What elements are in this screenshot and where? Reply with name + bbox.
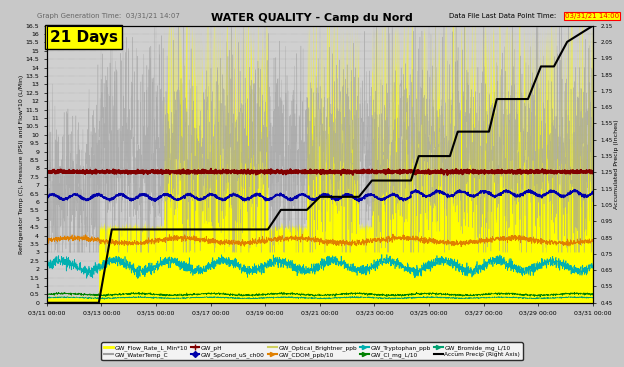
Legend: GW_Flow_Rate_L_Min*10, GW_WaterTemp_C, GW_pH, GW_SpCond_uS_ch00, GW_Optical_Brig: GW_Flow_Rate_L_Min*10, GW_WaterTemp_C, G… [102,342,522,360]
Text: Data File Last Data Point Time:: Data File Last Data Point Time: [449,13,557,19]
Y-axis label: Accumulated Precip (Inches): Accumulated Precip (Inches) [614,119,619,209]
Text: 03/31/21 14:00: 03/31/21 14:00 [565,13,619,19]
Text: WATER QUALITY - Camp du Nord: WATER QUALITY - Camp du Nord [211,13,413,23]
Text: Graph Generation Time:  03/31/21 14:07: Graph Generation Time: 03/31/21 14:07 [37,13,180,19]
Y-axis label: Refrigerator Temp (C), Pressure (PSI) and Flow*10 (L/Min): Refrigerator Temp (C), Pressure (PSI) an… [19,75,24,254]
Text: 21 Days: 21 Days [49,30,117,45]
